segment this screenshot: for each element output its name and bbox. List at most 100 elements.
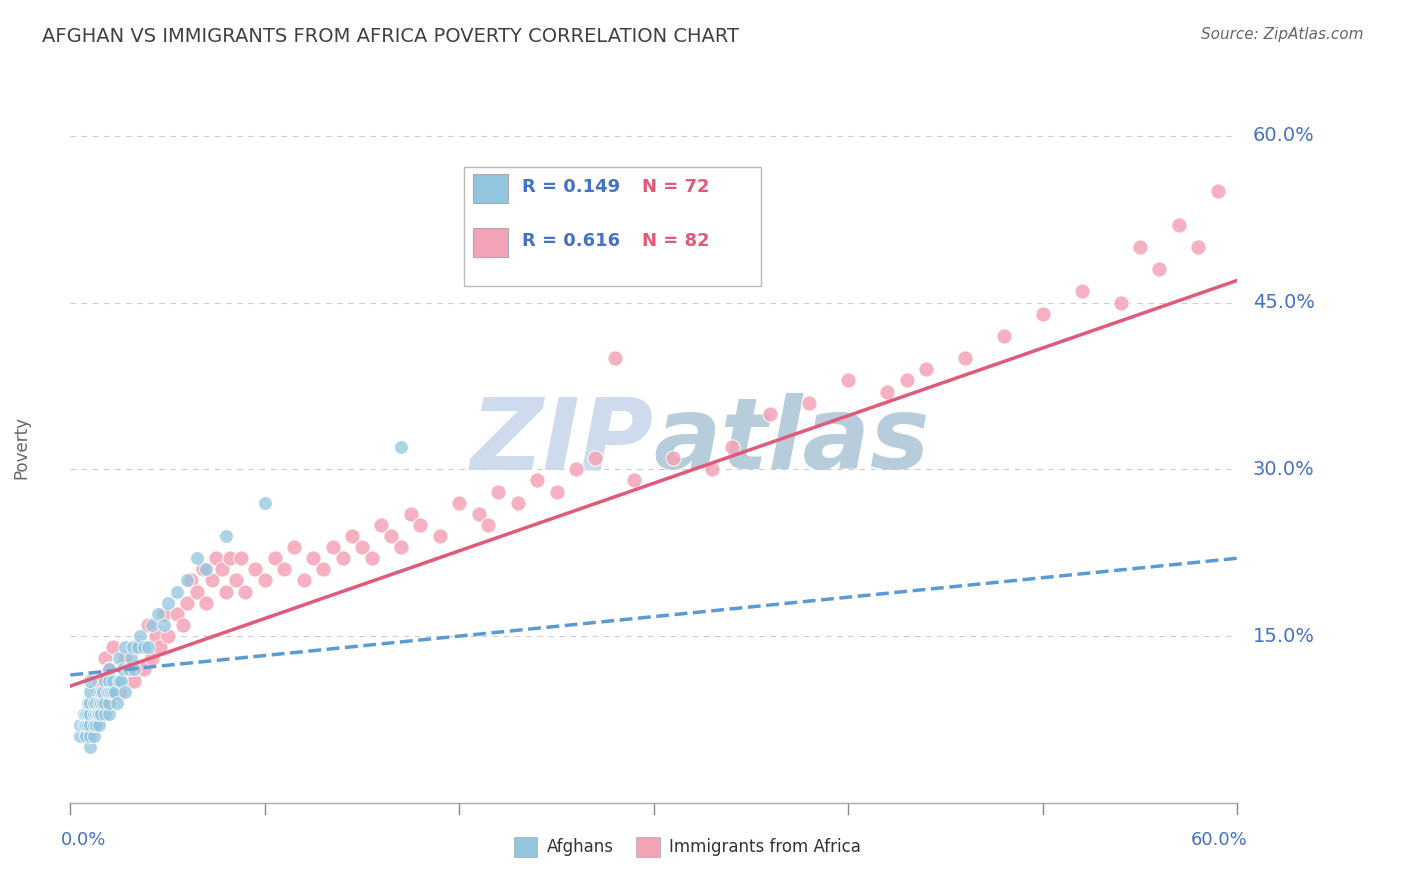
Text: 60.0%: 60.0% (1253, 127, 1315, 145)
Point (83, 706, 105, 721)
Point (526, 474, 548, 488)
Point (263, 551, 285, 566)
Text: 45.0%: 45.0% (1253, 293, 1315, 312)
Point (180, 574, 202, 588)
Point (79, 696, 101, 710)
Point (1032, 307, 1054, 321)
Point (120, 651, 142, 665)
Point (342, 529, 364, 543)
Point (273, 562, 295, 576)
Point (205, 551, 228, 566)
Point (79, 696, 101, 710)
Point (152, 607, 174, 621)
Text: N = 72: N = 72 (643, 178, 710, 196)
Point (108, 684, 131, 698)
Point (283, 540, 305, 554)
Point (702, 462, 724, 476)
Point (152, 618, 174, 632)
Point (93, 696, 115, 710)
Point (84, 718, 107, 732)
Point (506, 496, 529, 510)
Text: Afghans: Afghans (547, 838, 613, 855)
Point (211, 562, 233, 576)
Point (896, 373, 918, 387)
Point (124, 673, 146, 688)
Point (146, 607, 169, 621)
Point (76, 696, 98, 710)
Point (623, 474, 645, 488)
Point (720, 440, 742, 454)
Point (141, 651, 163, 665)
Point (1187, 240, 1209, 254)
Point (145, 629, 167, 643)
Point (89, 706, 111, 721)
Point (121, 640, 143, 655)
Text: 60.0%: 60.0% (1191, 830, 1247, 848)
Point (83, 696, 105, 710)
Point (1167, 218, 1189, 232)
Point (1206, 185, 1229, 199)
Point (134, 640, 156, 655)
Point (84, 706, 107, 721)
Point (876, 384, 898, 399)
Point (176, 596, 198, 610)
Point (332, 551, 354, 566)
Point (215, 529, 238, 543)
Point (79, 718, 101, 732)
Point (136, 618, 159, 632)
Point (253, 496, 276, 510)
Point (662, 451, 685, 466)
Point (360, 551, 382, 566)
Text: 0.0%: 0.0% (60, 830, 105, 848)
Text: Source: ZipAtlas.com: Source: ZipAtlas.com (1201, 27, 1364, 42)
Point (76, 718, 98, 732)
Point (389, 440, 412, 454)
Point (129, 629, 152, 643)
Point (98, 662, 121, 676)
Point (1109, 295, 1132, 310)
Point (69, 729, 91, 743)
Point (149, 640, 172, 655)
Point (141, 618, 163, 632)
Point (127, 640, 149, 655)
Text: R = 0.616: R = 0.616 (522, 232, 620, 250)
Point (127, 640, 149, 655)
Point (166, 607, 188, 621)
Point (114, 651, 136, 665)
Point (1149, 262, 1171, 277)
Point (186, 584, 208, 599)
Point (915, 362, 938, 376)
Point (90, 696, 112, 710)
Point (79, 684, 101, 698)
Point (75, 718, 97, 732)
Text: ZIP: ZIP (471, 393, 654, 490)
Text: 30.0%: 30.0% (1253, 460, 1315, 479)
Point (75, 718, 97, 732)
Point (837, 373, 859, 387)
Point (89, 696, 111, 710)
Text: Poverty: Poverty (13, 416, 31, 479)
Point (292, 574, 315, 588)
Point (79, 740, 101, 755)
Point (233, 584, 256, 599)
Point (73, 706, 96, 721)
Point (89, 718, 111, 732)
Point (312, 562, 335, 576)
Point (101, 640, 124, 655)
Point (101, 673, 124, 688)
Point (108, 673, 131, 688)
Point (100, 684, 122, 698)
Point (993, 329, 1015, 343)
Point (565, 462, 588, 476)
Point (380, 529, 402, 543)
Point (98, 673, 121, 688)
Bar (472, 174, 508, 203)
Text: R = 0.149: R = 0.149 (522, 178, 620, 196)
Point (101, 684, 124, 698)
Point (110, 673, 132, 688)
Point (98, 706, 121, 721)
Point (79, 706, 101, 721)
Point (75, 706, 97, 721)
Point (399, 507, 422, 521)
Point (79, 673, 101, 688)
